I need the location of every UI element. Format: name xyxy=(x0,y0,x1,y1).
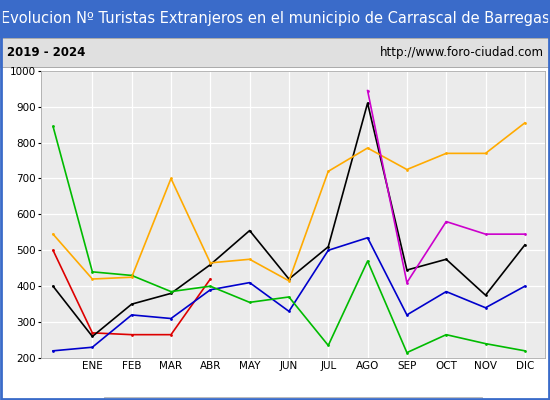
Text: 2019 - 2024: 2019 - 2024 xyxy=(7,46,85,59)
Text: Evolucion Nº Turistas Extranjeros en el municipio de Carrascal de Barregas: Evolucion Nº Turistas Extranjeros en el … xyxy=(1,12,549,26)
Legend: 2024, 2023, 2022, 2021, 2020, 2019: 2024, 2023, 2022, 2021, 2020, 2019 xyxy=(103,396,482,400)
Text: http://www.foro-ciudad.com: http://www.foro-ciudad.com xyxy=(379,46,543,59)
